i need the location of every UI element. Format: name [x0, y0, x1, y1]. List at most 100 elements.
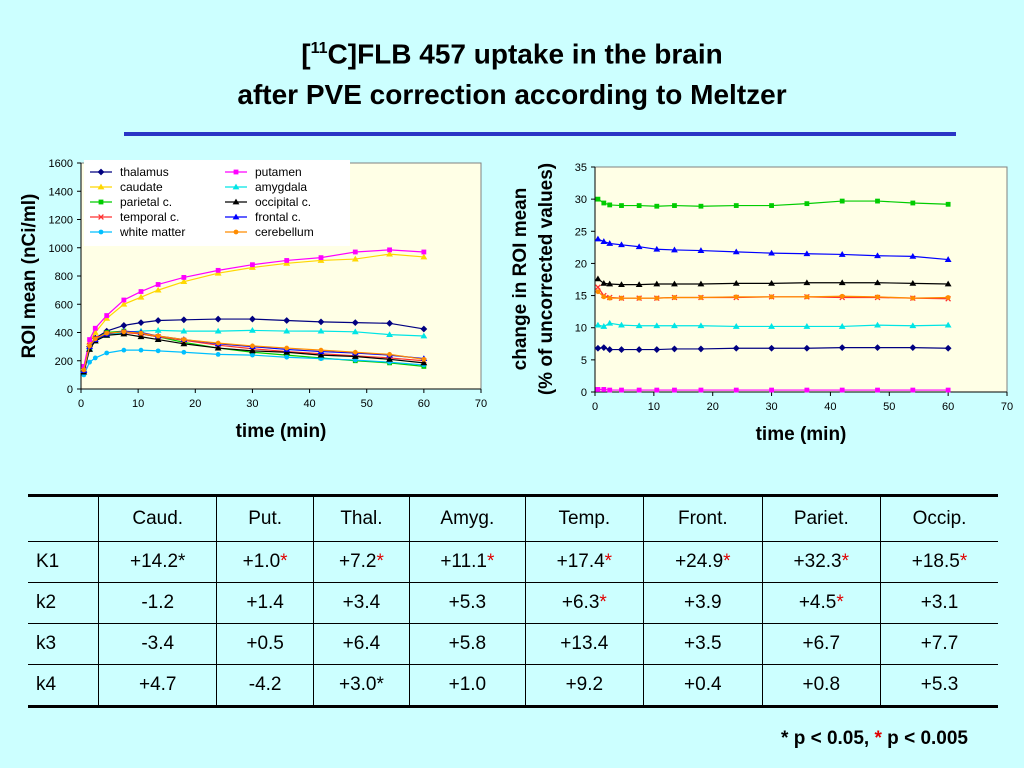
legend-entry: white matter [119, 225, 185, 239]
uptake-data-point [92, 355, 98, 361]
uptake-data-point [387, 351, 392, 357]
legend-entry: occipital c. [255, 195, 311, 209]
change-plot-area [594, 166, 1008, 393]
uptake-data-point [120, 322, 128, 329]
uptake-data-point [181, 275, 187, 280]
table-cell: -1.2 [97, 582, 218, 624]
change-data-point [636, 387, 642, 393]
table-cell: +24.9* [643, 541, 763, 583]
uptake-data-point [283, 327, 291, 334]
cell-value: +18.5 [911, 551, 960, 572]
change-x-tick-label: 30 [765, 401, 777, 413]
uptake-data-point [318, 347, 324, 353]
table-cell: +6.7 [761, 623, 882, 665]
change-data-point [607, 295, 613, 301]
change-data-point [803, 250, 811, 257]
change-chart: 0 5 10 15 20 25 30 35 0 10 20 30 40 50 60 70 time (min) c… [510, 162, 1013, 445]
change-data-point [654, 387, 660, 393]
cell-value: +7.2 [338, 551, 377, 572]
table-cell: +0.5 [216, 623, 314, 665]
change-data-point [618, 321, 625, 328]
uptake-data-point [283, 317, 291, 324]
change-data-point [874, 279, 881, 286]
uptake-y-tick-label: 1200 [49, 215, 73, 227]
uptake-data-point [138, 347, 144, 353]
uptake-data-point [250, 343, 255, 349]
footnote: * p < 0.05, * p < 0.005 [781, 728, 968, 750]
table-cell: +3.0* [312, 664, 411, 707]
uptake-x-tick-label: 40 [303, 398, 315, 410]
change-data-point [653, 245, 661, 252]
footnote-p0005: p < 0.005 [881, 728, 968, 749]
change-data-point [618, 346, 625, 353]
uptake-y-tick-label: 600 [55, 299, 73, 311]
cell-value: +14.2* [129, 551, 186, 572]
uptake-x-tick-label: 30 [246, 398, 258, 410]
change-data-point [768, 323, 775, 329]
significance-mark: * [376, 551, 384, 572]
change-data-point [595, 387, 601, 392]
column-header: Pariet. [761, 495, 882, 542]
change-data-point [839, 293, 845, 299]
legend-marker [98, 229, 104, 235]
row-label: K1 [28, 541, 99, 583]
change-data-point [733, 203, 739, 208]
legend-entry: frontal c. [255, 210, 301, 224]
uptake-data-point [155, 333, 161, 339]
uptake-data-point [386, 355, 393, 362]
uptake-data-point [81, 364, 87, 369]
cell-value: +5.3 [920, 674, 959, 695]
table-cell: +3.4 [312, 582, 411, 624]
change-data-point [654, 203, 660, 209]
row-label: k4 [28, 664, 99, 707]
table-cell: +0.8 [761, 664, 882, 707]
table-cell: +18.5* [880, 541, 998, 583]
change-data-point [733, 387, 739, 393]
legend-entry: thalamus [120, 165, 169, 179]
uptake-data-point [87, 337, 92, 342]
change-data-point [874, 344, 881, 352]
table-cell: +17.4* [524, 541, 645, 583]
cell-value: +3.5 [684, 633, 722, 654]
change-data-point [944, 256, 952, 262]
change-data-point [601, 200, 607, 206]
legend-entry: temporal c. [120, 210, 179, 224]
uptake-data-point [92, 336, 98, 342]
change-data-point [601, 294, 607, 300]
change-data-point [619, 203, 624, 208]
legend-marker [98, 199, 104, 205]
uptake-data-point [318, 255, 324, 261]
change-data-point [910, 387, 916, 393]
slide-title: [11C]FLB 457 uptake in the brain [0, 30, 1024, 73]
cell-value: +6.4 [342, 633, 381, 654]
change-data-point [945, 201, 951, 207]
column-header: Front. [643, 495, 763, 542]
uptake-data-point [215, 340, 221, 346]
change-data-point [909, 322, 917, 329]
column-header: Put. [216, 495, 314, 542]
uptake-data-point [284, 354, 290, 360]
table-cell: +3.1 [880, 582, 998, 624]
uptake-data-point [387, 247, 392, 253]
significance-mark: * [599, 592, 607, 613]
uptake-x-tick-label: 50 [361, 398, 373, 410]
significance-mark: * [959, 551, 968, 572]
change-data-point [874, 252, 881, 259]
cell-value: +4.5 [798, 592, 837, 613]
change-data-point [732, 279, 740, 286]
cell-value: +0.5 [246, 633, 284, 654]
uptake-y-axis-label: ROI mean (nCi/ml) [19, 194, 40, 359]
change-data-point [636, 203, 642, 208]
change-data-point [804, 201, 810, 207]
change-data-point [653, 280, 661, 287]
column-header [28, 495, 99, 542]
uptake-data-point [121, 297, 127, 303]
change-data-point [619, 387, 624, 393]
uptake-data-point [214, 315, 222, 323]
uptake-data-point [138, 330, 144, 336]
change-data-point [697, 322, 705, 329]
cell-value: +0.4 [684, 674, 722, 695]
change-y-tick-label: 35 [575, 162, 587, 174]
uptake-data-point [386, 250, 393, 257]
change-y-tick-label: 0 [581, 387, 587, 399]
